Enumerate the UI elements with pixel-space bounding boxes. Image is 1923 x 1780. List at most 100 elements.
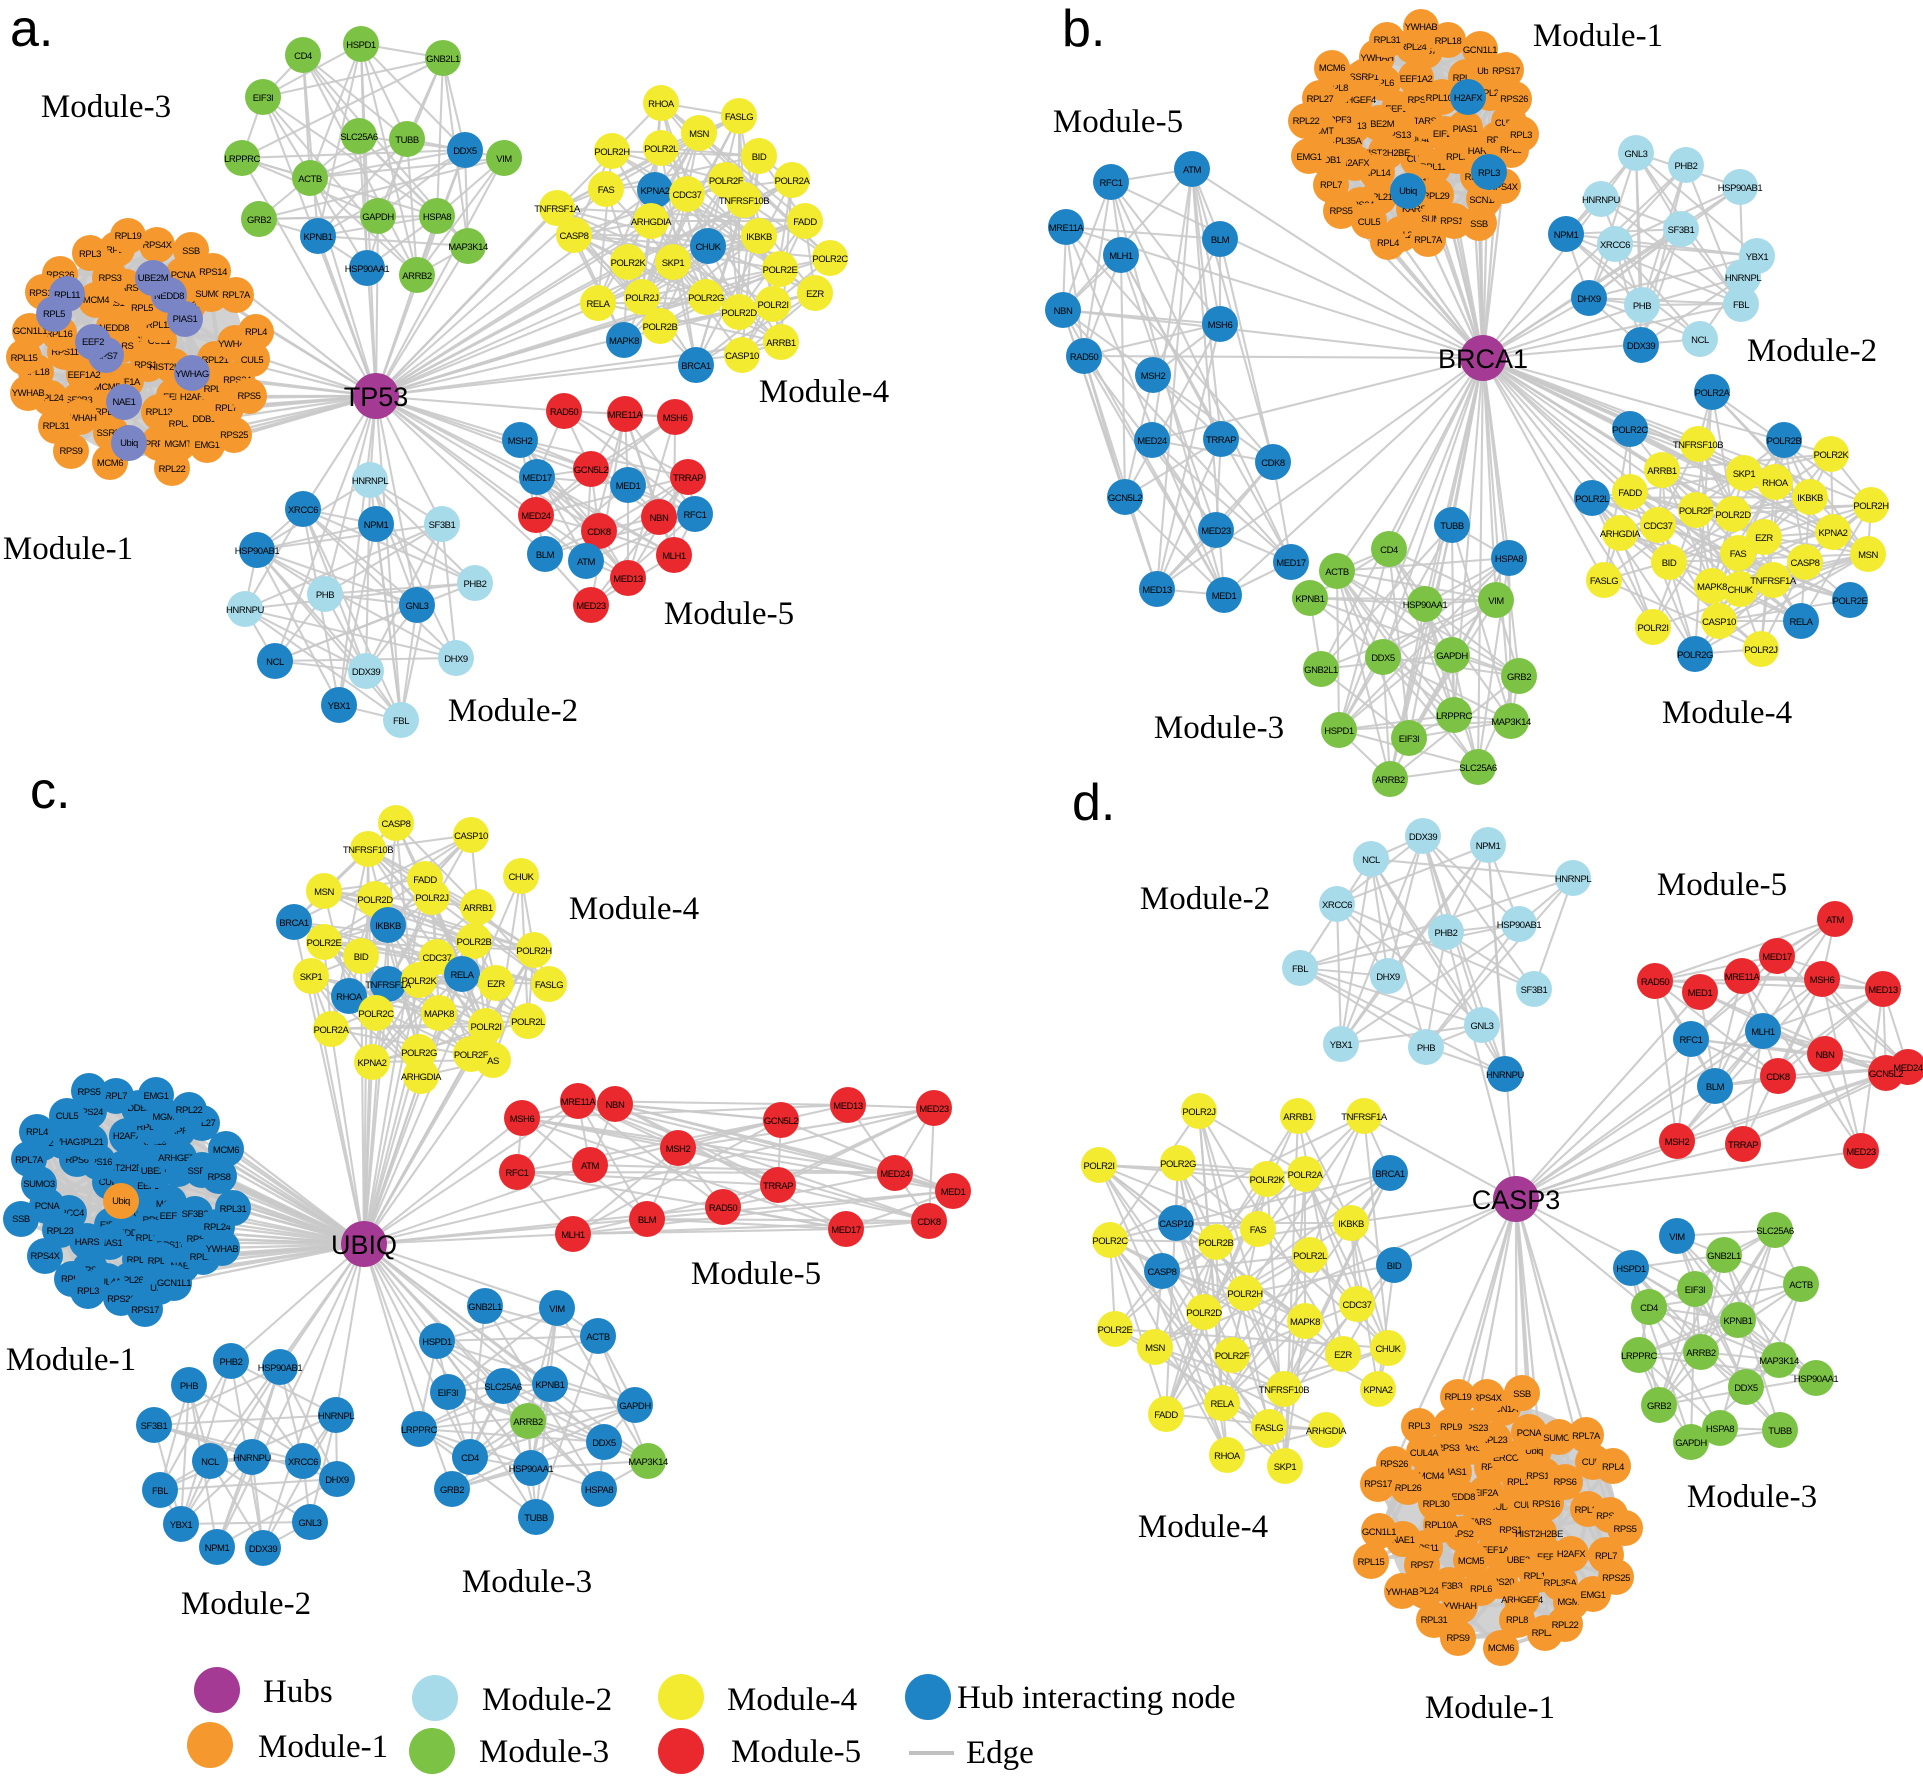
svg-text:Module-4: Module-4 [569,891,699,927]
svg-text:DHX9: DHX9 [1376,972,1400,983]
svg-text:MLH1: MLH1 [1751,1027,1775,1038]
svg-text:DHX9: DHX9 [325,1475,349,1486]
svg-text:NEDD8: NEDD8 [1445,1492,1475,1503]
svg-text:EEF1A: EEF1A [1385,104,1414,115]
svg-text:d.: d. [1072,774,1115,832]
svg-text:RPS13: RPS13 [1499,1525,1527,1536]
svg-text:CUL1: CUL1 [1514,1500,1537,1511]
svg-text:MSN: MSN [689,129,709,140]
svg-text:RPL31: RPL31 [1374,35,1401,46]
svg-text:Module-3: Module-3 [1687,1479,1817,1515]
svg-text:RPS20: RPS20 [1486,1577,1514,1588]
svg-text:POLR2J: POLR2J [1182,1107,1216,1118]
svg-text:TNFRSF1A: TNFRSF1A [534,204,581,215]
svg-text:ATM: ATM [1826,915,1845,926]
svg-text:TUBB: TUBB [1440,521,1464,532]
svg-text:RPL7A: RPL7A [1572,1431,1601,1442]
svg-text:GNB2L1: GNB2L1 [1707,1251,1741,1262]
svg-text:POLR2B: POLR2B [457,937,492,948]
svg-text:TUBB: TUBB [524,1513,548,1524]
svg-text:HSPD1: HSPD1 [346,40,376,51]
svg-text:POLR2G: POLR2G [1160,1159,1196,1170]
svg-text:PHB: PHB [316,590,334,601]
svg-text:PHB: PHB [180,1381,198,1392]
svg-text:RPL14: RPL14 [1364,168,1391,179]
svg-text:POLR2I: POLR2I [1083,1161,1114,1172]
svg-text:RPS2: RPS2 [1407,95,1430,106]
svg-text:GNL3: GNL3 [405,601,428,612]
svg-text:NCL: NCL [201,1457,219,1468]
svg-text:POLR2L: POLR2L [511,1017,545,1028]
svg-text:FADD: FADD [1154,1410,1178,1421]
svg-text:POLR2J: POLR2J [415,893,449,904]
svg-text:RPL4: RPL4 [1602,1462,1624,1473]
svg-text:RPS7: RPS7 [94,351,117,362]
svg-text:RPL10A: RPL10A [136,1233,170,1244]
svg-text:YBX1: YBX1 [170,1520,193,1531]
svg-text:PRPF3: PRPF3 [145,439,174,450]
svg-text:RFC1: RFC1 [1679,1035,1702,1046]
svg-text:Module-3: Module-3 [479,1734,609,1770]
svg-text:RPS13: RPS13 [1383,130,1411,141]
svg-text:RPL18: RPL18 [190,1252,217,1263]
svg-text:ARHGDIA: ARHGDIA [401,1072,442,1083]
svg-text:GNL3: GNL3 [298,1518,321,1529]
svg-text:BRCA1: BRCA1 [279,918,309,929]
svg-text:PCNA: PCNA [1517,1428,1543,1439]
svg-text:DDB1: DDB1 [1317,155,1341,166]
svg-text:PHB2: PHB2 [1674,161,1697,172]
svg-text:KPNB1: KPNB1 [1724,1316,1753,1327]
svg-text:EZR: EZR [1334,1350,1352,1361]
svg-text:RHOA: RHOA [1762,478,1789,489]
svg-text:FASLG: FASLG [725,112,753,123]
svg-text:GAPDH: GAPDH [362,212,394,223]
svg-text:Module-5: Module-5 [731,1734,861,1770]
svg-text:RPL7A: RPL7A [15,1155,44,1166]
svg-text:POLR2I: POLR2I [757,300,788,311]
svg-text:DDX39: DDX39 [249,1544,278,1555]
svg-text:MSH6: MSH6 [510,1114,535,1125]
svg-text:SF3B1: SF3B1 [429,520,456,531]
svg-text:RPS9: RPS9 [1446,1633,1469,1644]
svg-text:IKBKB: IKBKB [746,232,772,243]
svg-text:MED24: MED24 [1137,436,1167,447]
svg-text:RPS14: RPS14 [1440,216,1468,227]
svg-text:POLR2F: POLR2F [454,1050,489,1061]
svg-text:BLM: BLM [638,1215,657,1226]
svg-text:RPL11: RPL11 [1420,162,1446,173]
svg-text:MSN: MSN [1145,1343,1165,1354]
svg-text:POLR2L: POLR2L [644,144,678,155]
svg-text:POLR2B: POLR2B [643,322,678,333]
svg-text:POLR2D: POLR2D [1186,1308,1222,1319]
svg-text:RPS24: RPS24 [1596,1511,1624,1522]
svg-text:MED17: MED17 [1762,952,1792,963]
svg-text:VIM: VIM [549,1304,565,1315]
svg-text:FAS: FAS [1250,1225,1267,1236]
svg-text:POLR2C: POLR2C [358,1009,394,1020]
svg-text:POLR2H: POLR2H [1227,1289,1263,1300]
svg-text:RPS16: RPS16 [84,1157,112,1168]
svg-text:MED23: MED23 [1846,1147,1876,1158]
svg-text:RPL7: RPL7 [215,403,237,414]
svg-text:ARRB1: ARRB1 [463,903,493,914]
svg-text:HNRNPL: HNRNPL [352,476,389,487]
svg-text:RAD50: RAD50 [1641,977,1670,988]
svg-text:IKBKB: IKBKB [1338,1219,1364,1230]
svg-text:GCN5L2: GCN5L2 [1869,1069,1903,1080]
svg-text:UBE2M: UBE2M [138,273,169,284]
svg-text:RPS15A: RPS15A [1526,1471,1561,1482]
svg-text:RFC1: RFC1 [505,1168,528,1179]
svg-text:XRCC6: XRCC6 [288,505,318,516]
svg-text:RPL22: RPL22 [1552,1620,1579,1631]
svg-text:CASP8: CASP8 [1148,1267,1177,1278]
svg-text:HNRNPL: HNRNPL [318,1411,355,1422]
svg-text:HSP90AB1: HSP90AB1 [1497,920,1542,931]
svg-text:TNFRSF10B: TNFRSF10B [719,196,769,207]
svg-text:RHOA: RHOA [1214,1451,1241,1462]
svg-text:RPL13: RPL13 [1524,1571,1551,1582]
svg-text:RPS6: RPS6 [65,1155,88,1166]
svg-text:ATM: ATM [581,1161,600,1172]
svg-text:Module-4: Module-4 [1662,695,1792,731]
svg-text:RHOA: RHOA [648,99,675,110]
svg-text:PHB2: PHB2 [1434,928,1457,939]
